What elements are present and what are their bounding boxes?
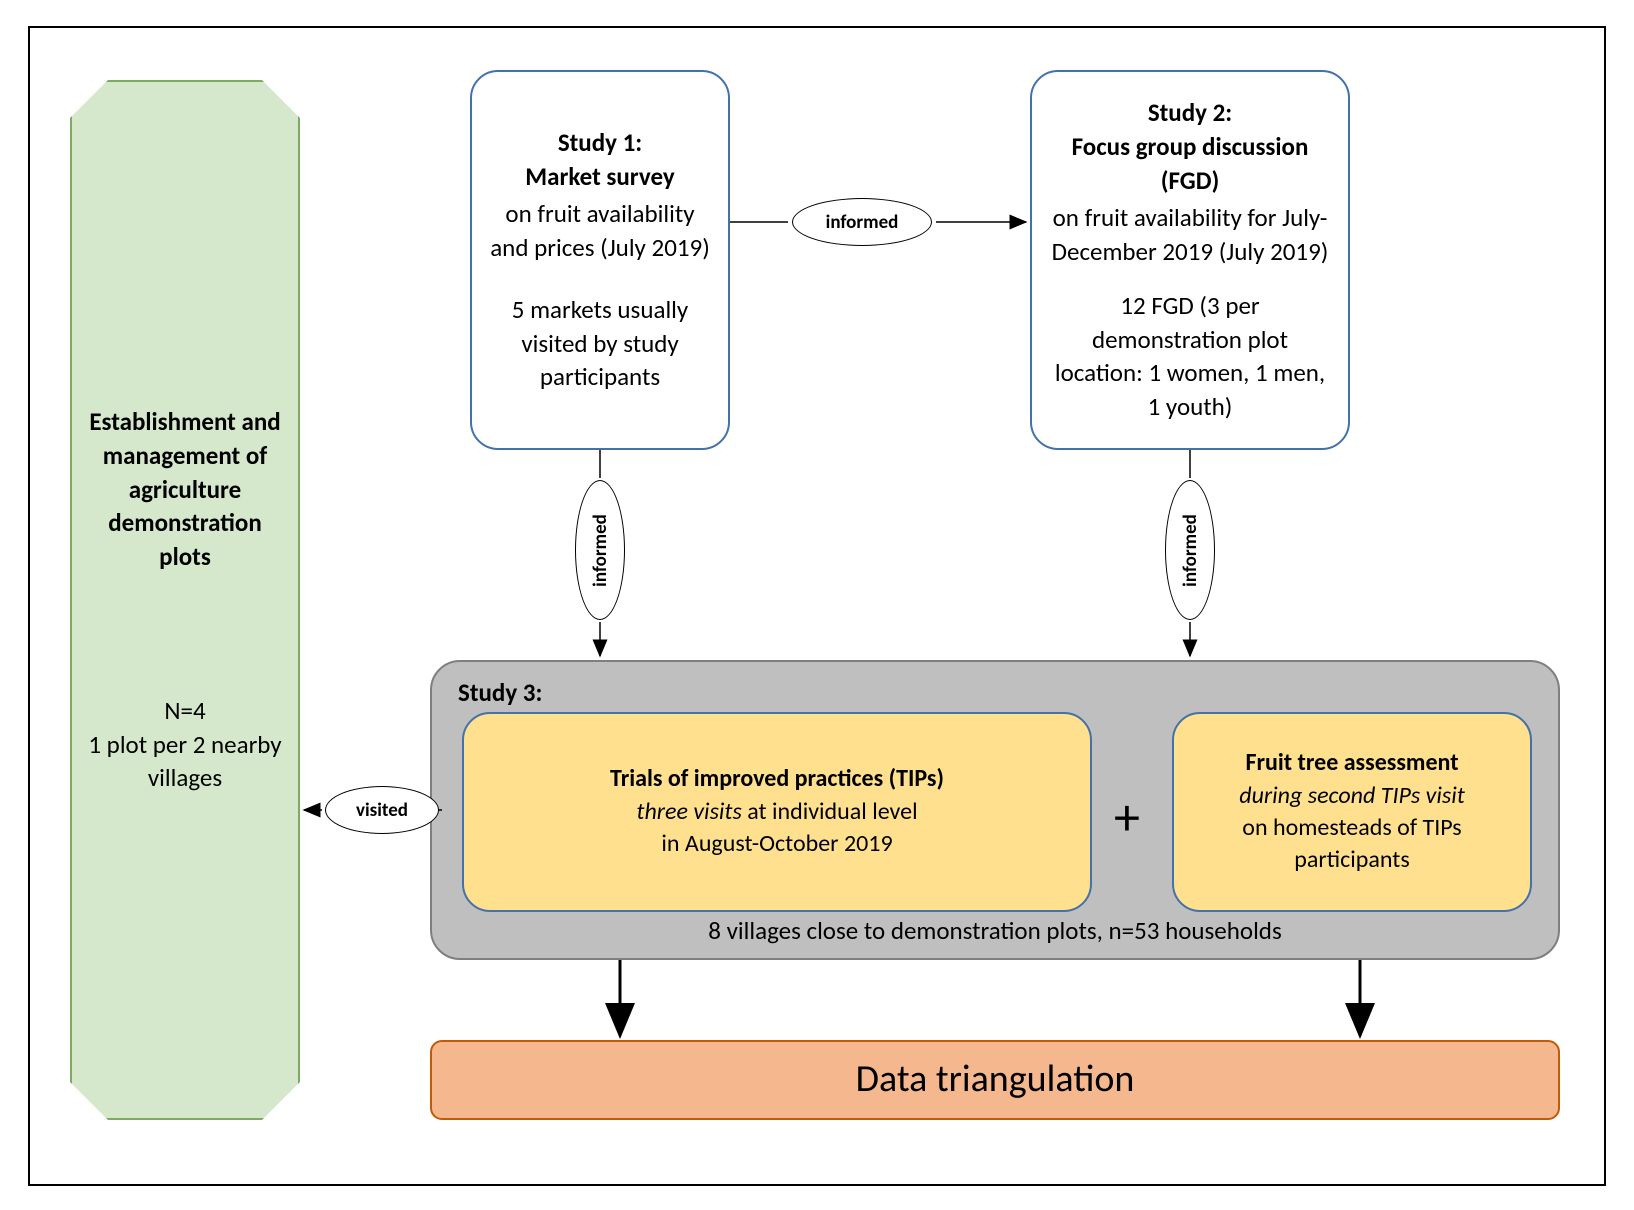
informed-label-v1: informed <box>589 514 612 587</box>
diagram-canvas: Establishment and management of agricult… <box>0 0 1634 1210</box>
study1-body2: 5 markets usually visited by study parti… <box>488 293 712 394</box>
triangulation-text: Data triangulation <box>856 1054 1135 1105</box>
informed-ellipse-v2: informed <box>1165 480 1215 620</box>
fruit-title: Fruit tree assessment <box>1245 748 1458 777</box>
informed-label-v2: informed <box>1179 514 1202 587</box>
visited-label: visited <box>356 799 408 822</box>
study2-body1: on fruit availability for July-December … <box>1048 201 1332 269</box>
green-box-title: Establishment and management of agricult… <box>88 405 282 574</box>
fruit-box: Fruit tree assessment during second TIPs… <box>1172 712 1532 912</box>
tips-title: Trials of improved practices (TIPs) <box>610 764 944 793</box>
data-triangulation-box: Data triangulation <box>430 1040 1560 1120</box>
informed-label-h: informed <box>826 211 899 234</box>
informed-ellipse-horizontal: informed <box>792 198 932 246</box>
study2-box: Study 2: Focus group discussion (FGD) on… <box>1030 70 1350 450</box>
study3-container: Study 3: Trials of improved practices (T… <box>430 660 1560 960</box>
green-demonstration-plots-box: Establishment and management of agricult… <box>70 80 300 1120</box>
tips-line3: in August-October 2019 <box>661 828 892 860</box>
tips-line2: three visits at individual level <box>636 796 917 828</box>
informed-ellipse-v1: informed <box>575 480 625 620</box>
tips-box: Trials of improved practices (TIPs) thre… <box>462 712 1092 912</box>
visited-ellipse: visited <box>325 786 439 834</box>
fruit-line3: on homesteads of TIPs participants <box>1190 812 1514 877</box>
study1-title-l2: Market survey <box>525 161 674 192</box>
study2-title-l1: Study 2: <box>1148 97 1232 128</box>
study1-title-l1: Study 1: <box>558 127 642 158</box>
study2-title-l2: Focus group discussion (FGD) <box>1072 131 1309 196</box>
plus-sign: + <box>1114 782 1140 852</box>
study1-body1: on fruit availability and prices (July 2… <box>488 197 712 265</box>
study3-label: Study 3: <box>458 676 542 710</box>
green-box-detail: N=4 1 plot per 2 nearby villages <box>88 694 282 795</box>
study3-footer: 8 villages close to demonstration plots,… <box>432 914 1558 948</box>
fruit-line2: during second TIPs visit <box>1239 780 1465 812</box>
study2-body2: 12 FGD (3 per demonstration plot locatio… <box>1048 289 1332 424</box>
study1-box: Study 1: Market survey on fruit availabi… <box>470 70 730 450</box>
